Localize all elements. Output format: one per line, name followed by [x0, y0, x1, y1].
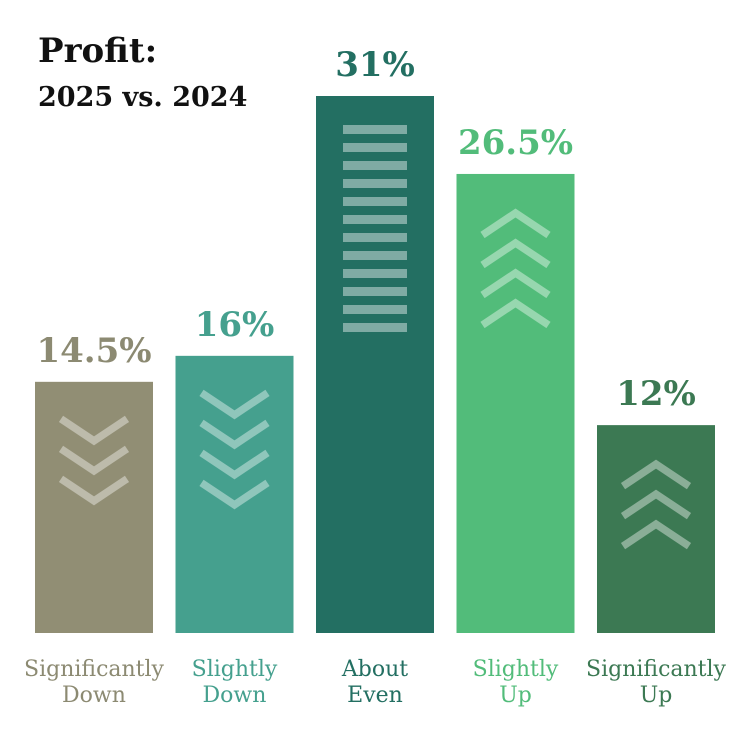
stripe-mark [343, 269, 407, 278]
chevron-mark [58, 445, 130, 476]
category-label: Slightly Down [192, 657, 278, 708]
category-label-line: Down [62, 683, 126, 708]
stripe-mark [343, 215, 407, 224]
equals-bars-icon [343, 125, 407, 332]
value-label: 26.5% [458, 123, 573, 163]
bar-group: 16% Slightly Down [175, 305, 294, 708]
category-label-line: Down [203, 683, 267, 708]
category-label-line: Significantly [586, 657, 727, 682]
category-label: Significantly Up [586, 657, 727, 708]
category-label-line: Slightly [473, 657, 559, 682]
chevrons-down-icon [199, 389, 270, 510]
category-label-line: Even [347, 683, 403, 708]
category-label: Slightly Up [473, 657, 559, 708]
chart-subtitle: 2025 vs. 2024 [38, 82, 247, 113]
stripe-mark [343, 323, 407, 332]
chart-title: Profit: [38, 31, 157, 71]
value-label: 12% [616, 374, 696, 414]
stripe-mark [343, 179, 407, 188]
bar-group: 12% Significantly Up [586, 374, 727, 708]
value-label: 31% [335, 45, 415, 85]
category-label-line: Up [499, 683, 532, 708]
category-label-line: Slightly [192, 657, 278, 682]
chevron-mark [620, 519, 692, 550]
chevron-mark [199, 449, 270, 480]
bar-group: 14.5% Significantly Down [24, 331, 165, 708]
stripe-mark [343, 305, 407, 314]
chevron-mark [480, 208, 551, 239]
chevrons-up-icon [480, 208, 551, 329]
chevron-mark [480, 268, 551, 299]
chevrons-up-icon [620, 459, 692, 550]
stripe-mark [343, 161, 407, 170]
value-label: 16% [195, 305, 275, 345]
bar [175, 355, 294, 633]
chevron-mark [58, 475, 130, 506]
category-label: Significantly Down [24, 657, 165, 708]
chevron-mark [58, 415, 130, 446]
bar [456, 173, 575, 634]
bar [35, 381, 153, 633]
stripe-mark [343, 251, 407, 260]
bar [597, 425, 715, 633]
category-label: About Even [341, 657, 408, 708]
chevron-mark [199, 419, 270, 450]
bar [316, 96, 434, 633]
chevrons-down-icon [58, 415, 130, 506]
chevron-mark [199, 479, 270, 510]
bar-group: 26.5% Slightly Up [456, 123, 575, 708]
stripe-mark [343, 287, 407, 296]
chevron-mark [199, 389, 270, 420]
chevron-mark [480, 238, 551, 269]
chevron-mark [620, 489, 692, 520]
category-label-line: Up [640, 683, 673, 708]
category-label-line: About [341, 657, 408, 682]
stripe-mark [343, 125, 407, 134]
stripe-mark [343, 233, 407, 242]
chevron-mark [620, 459, 692, 490]
value-label: 14.5% [36, 331, 151, 371]
category-label-line: Significantly [24, 657, 165, 682]
stripe-mark [343, 197, 407, 206]
chevron-mark [480, 298, 551, 329]
stripe-mark [343, 143, 407, 152]
bar-group: 31% About Even [316, 45, 434, 708]
